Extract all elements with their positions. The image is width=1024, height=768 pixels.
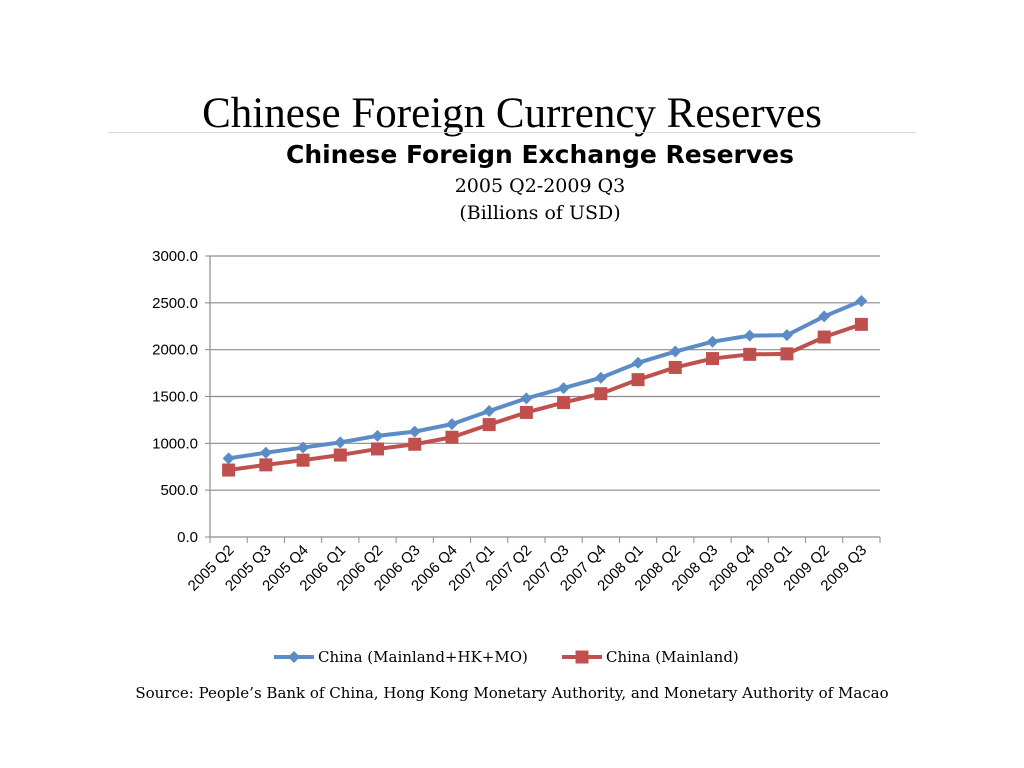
data-point [259, 458, 273, 472]
data-point [519, 405, 533, 419]
plot-area: 0.0500.01000.01500.02000.02500.03000.020… [152, 248, 881, 595]
data-point [296, 453, 310, 467]
data-point [222, 452, 235, 465]
data-point [520, 392, 533, 405]
title-divider [108, 132, 916, 133]
data-point [445, 418, 458, 431]
data-point [371, 442, 384, 456]
data-point [743, 347, 757, 361]
data-point [297, 441, 310, 454]
data-point [668, 360, 682, 374]
legend: China (Mainland+HK+MO) China (Mainland) [274, 648, 739, 666]
chart-subtitle-units: (Billions of USD) [459, 202, 620, 224]
legend-label: China (Mainland+HK+MO) [318, 648, 528, 666]
data-point [818, 310, 831, 323]
y-tick-label: 1000.0 [152, 435, 198, 452]
data-point [855, 294, 868, 307]
series-line-mainland-hk-mo [228, 299, 863, 461]
y-tick-label: 1500.0 [152, 389, 198, 406]
data-point [854, 317, 868, 331]
data-point [669, 345, 682, 358]
data-point [483, 405, 496, 418]
data-point [333, 448, 347, 462]
data-point [817, 330, 831, 344]
data-point [557, 396, 571, 410]
legend-label: China (Mainland) [606, 648, 739, 666]
data-point [780, 329, 793, 342]
data-point [408, 425, 421, 438]
y-tick-label: 2500.0 [152, 295, 198, 312]
data-point [706, 352, 719, 366]
data-point [594, 371, 607, 384]
y-tick-label: 2000.0 [152, 342, 198, 359]
data-point [557, 382, 570, 395]
series-line-mainland [228, 322, 863, 473]
data-point [780, 347, 794, 361]
y-tick-label: 3000.0 [152, 248, 198, 265]
data-point [259, 446, 272, 459]
legend-marker [288, 651, 300, 663]
data-point [743, 329, 756, 342]
slide-title: Chinese Foreign Currency Reserves [202, 90, 822, 137]
data-point [706, 335, 719, 348]
y-tick-label: 0.0 [177, 529, 198, 546]
data-point [371, 429, 384, 442]
chart-subtitle-period: 2005 Q2-2009 Q3 [455, 175, 626, 197]
data-point [482, 418, 496, 432]
source-note: Source: People’s Bank of China, Hong Kon… [135, 684, 889, 702]
data-point [632, 356, 645, 369]
data-point [594, 387, 608, 401]
data-point [445, 430, 459, 444]
legend-marker [575, 650, 589, 664]
chart-title: Chinese Foreign Exchange Reserves [286, 140, 794, 169]
y-tick-label: 500.0 [160, 482, 198, 499]
data-point [408, 437, 422, 451]
data-point [334, 436, 347, 449]
data-point [222, 463, 236, 477]
data-point [631, 373, 645, 387]
